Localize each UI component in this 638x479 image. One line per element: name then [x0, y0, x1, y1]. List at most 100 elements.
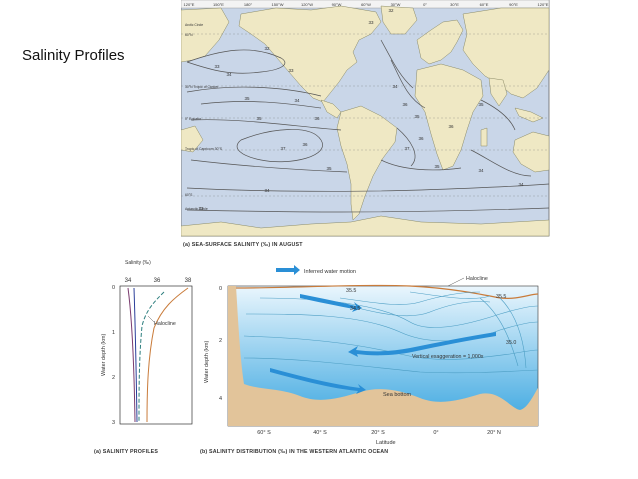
- distribution-y-axis-title: Water depth (km): [204, 341, 210, 383]
- map-caption: (a) SEA-SURFACE SALINITY (‰) IN AUGUST: [183, 242, 303, 248]
- latitude-labels: Arctic Circle 60°N 30°N Tropic of Cancer 0°…: [185, 23, 223, 211]
- map-contour-label: 35: [256, 116, 262, 121]
- profile-teal-dashed: [138, 291, 165, 423]
- map-longitude-strip: [181, 0, 550, 9]
- profiles-y-tick: 2: [112, 375, 115, 381]
- map-contour-label: 35: [414, 114, 420, 119]
- longitude-label: 150°W: [271, 2, 283, 7]
- map-contour-label: 35: [478, 102, 484, 107]
- map-contour-label: 36: [314, 116, 320, 121]
- profiles-x-tick: 38: [185, 278, 192, 284]
- india: [488, 77, 508, 107]
- isohalines: [186, 39, 550, 213]
- distribution-x-tick: 20° S: [371, 430, 385, 436]
- profiles-x-tick: 34: [125, 278, 132, 284]
- flow-arrows: [270, 294, 496, 394]
- sediment: [228, 286, 538, 426]
- longitude-label: 0°: [423, 2, 427, 7]
- profiles-y-axis-title: Water depth (km): [101, 334, 107, 376]
- map-contour-label: 35: [326, 166, 332, 171]
- distribution-y-tick: 2: [219, 338, 222, 344]
- distribution-halocline-line: [235, 284, 539, 300]
- profiles-y-tick: 3: [112, 420, 115, 426]
- map-contour-label: 36: [302, 142, 308, 147]
- map-contour-label: 35: [244, 96, 250, 101]
- profiles-halocline-pointer: [147, 315, 155, 323]
- legend-arrow: [276, 265, 300, 275]
- europe: [416, 19, 464, 65]
- australia: [512, 131, 550, 173]
- distribution-y-tick: 4: [219, 396, 222, 402]
- distribution-halocline-label: Halocline: [466, 276, 488, 282]
- profile-orange: [146, 287, 189, 423]
- map-contour-label: 37: [404, 146, 410, 151]
- madagascar: [480, 127, 488, 147]
- distribution-y-ticks: 0 2 4: [219, 286, 222, 402]
- map-contour-label: 34: [226, 72, 232, 77]
- indonesia: [514, 107, 544, 123]
- map-contour-label: 33: [214, 64, 220, 69]
- profiles-plot-area: [119, 285, 193, 425]
- distribution-halocline-pointer: [447, 277, 465, 287]
- arrow-deep-return: [348, 332, 496, 357]
- latitude-label: 60°N: [185, 33, 193, 37]
- salinity-distribution-panel: Inferred water motion Halocline 35.535.5…: [204, 265, 539, 446]
- profiles-y-ticks: 0 1 2 3: [112, 285, 115, 426]
- sea-surface-salinity-map: 120°E 150°E 180° 150°W 120°W 90°W 60°W 30°W 0° 30…: [181, 0, 550, 248]
- asia: [462, 7, 550, 99]
- asia-west: [181, 7, 230, 63]
- map-contour-label: 34: [264, 188, 270, 193]
- longitude-label: 30°W: [391, 2, 401, 7]
- salinity-profiles-panel: Salinity (‰) 34 36 38 Halocline 0 1 2 3 Water…: [101, 260, 193, 426]
- antarctica: [181, 215, 550, 237]
- longitude-label: 120°E: [538, 2, 549, 7]
- distribution-contour-label: 35.0: [506, 340, 516, 346]
- latitude-lines: [181, 33, 549, 197]
- map-contour-label: 34: [518, 182, 524, 187]
- map-contour-label: 34: [478, 168, 484, 173]
- profiles-x-axis-title: Salinity (‰): [125, 260, 151, 266]
- longitude-label: 60°W: [361, 2, 371, 7]
- map-contour-label: 34: [392, 84, 398, 89]
- profile-blue: [133, 287, 138, 423]
- longitude-label: 30°E: [450, 2, 459, 7]
- north-america: [238, 5, 382, 103]
- distribution-contours: [243, 291, 539, 374]
- map-contour-label: 36: [418, 136, 424, 141]
- profiles-x-ticks: 34 36 38: [125, 278, 192, 284]
- continents: [181, 5, 550, 237]
- longitude-label: 60°E: [480, 2, 489, 7]
- longitude-labels: 120°E 150°E 180° 150°W 120°W 90°W 60°W 30°W 0° 30…: [184, 2, 549, 7]
- profiles-x-tick: 36: [154, 278, 161, 284]
- arrow-surface: [300, 294, 362, 312]
- map-contour-label: 35: [434, 164, 440, 169]
- longitude-label: 90°W: [332, 2, 342, 7]
- distribution-x-axis-title: Latitude: [376, 440, 396, 446]
- latitude-label: 30°N Tropic of Cancer: [185, 85, 219, 89]
- distribution-contour-label: 34.5: [350, 306, 360, 312]
- distribution-contour-label: 35.5: [346, 288, 356, 294]
- profiles-halocline-label: Halocline: [154, 321, 176, 327]
- latitude-label: Tropic of Capricorn 30°S: [185, 147, 223, 151]
- latitude-label: Arctic Circle: [185, 23, 203, 27]
- profiles-y-tick: 1: [112, 330, 115, 336]
- map-contour-labels: 32 33 34 33 35 34 36 37 35 36 35 34 33 36 35 34 37 36 35 34…: [198, 8, 524, 211]
- longitude-label: 90°E: [509, 2, 518, 7]
- distribution-x-tick: 0°: [433, 430, 438, 436]
- map-contour-label: 36: [402, 102, 408, 107]
- latitude-label: 0° Equator: [185, 117, 202, 121]
- map-contour-label: 32: [264, 46, 270, 51]
- map-contour-label: 37: [280, 146, 286, 151]
- profiles-curves: [127, 287, 189, 423]
- map-contour-label: 34: [294, 98, 300, 103]
- central-america: [320, 99, 342, 119]
- distribution-contour-labels: 35.5 35.5 34.5 35.0: [346, 288, 516, 346]
- map-contour-label: 32: [388, 8, 394, 13]
- distribution-x-tick: 60° S: [257, 430, 271, 436]
- latitude-label: Antarctic Circle: [185, 207, 208, 211]
- profiles-y-tick: 0: [112, 285, 115, 291]
- distribution-caption: (b) SALINITY DISTRIBUTION (‰) IN THE WES…: [200, 449, 389, 455]
- sea-bottom-label: Sea bottom: [383, 392, 412, 398]
- map-contour-label: 33: [288, 68, 294, 73]
- longitude-label: 120°W: [301, 2, 313, 7]
